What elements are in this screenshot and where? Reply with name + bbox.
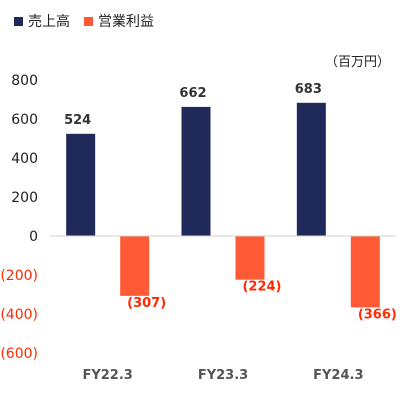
y-tick-label: (600) — [0, 346, 38, 362]
bar-sales — [181, 106, 211, 236]
bar-operating-profit — [120, 236, 150, 296]
x-tick-label: FY24.3 — [313, 368, 363, 383]
data-label: (224) — [242, 280, 281, 295]
legend-label-operating-profit: 営業利益 — [98, 14, 154, 30]
legend: 売上高 営業利益 — [14, 11, 168, 31]
y-tick-label: 600 — [11, 112, 38, 128]
bar-sales — [66, 133, 96, 236]
y-tick-label: 0 — [29, 229, 38, 245]
legend-label-sales: 売上高 — [28, 14, 70, 30]
bar-sales — [296, 102, 326, 236]
data-label: (366) — [358, 307, 397, 322]
y-tick-label: (400) — [0, 307, 38, 323]
y-tick-label: 400 — [11, 151, 38, 167]
bar-operating-profit — [350, 236, 380, 308]
unit-label: （百万円） — [324, 55, 390, 70]
legend-item-operating-profit: 営業利益 — [84, 11, 154, 31]
legend-swatch-operating-profit — [84, 16, 93, 26]
legend-swatch-sales — [14, 16, 23, 26]
data-label: 683 — [295, 82, 322, 97]
y-tick-label: (200) — [0, 268, 38, 284]
data-label: (307) — [127, 296, 166, 311]
data-label: 524 — [64, 113, 91, 128]
x-tick-label: FY22.3 — [82, 368, 132, 383]
y-tick-label: 800 — [11, 73, 38, 89]
data-label: 662 — [179, 86, 206, 101]
x-tick-label: FY23.3 — [198, 368, 248, 383]
bar-operating-profit — [235, 236, 265, 280]
y-tick-label: 200 — [11, 190, 38, 206]
legend-item-sales: 売上高 — [14, 11, 70, 31]
